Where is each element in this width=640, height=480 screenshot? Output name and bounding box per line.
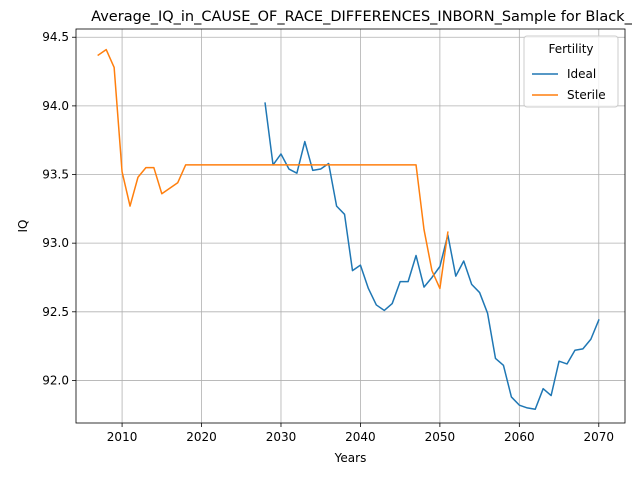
grid [76, 29, 625, 423]
axis-ticks: 2010 2020 2030 2040 2050 2060 2070 92.0 92.5 93.0… [42, 30, 614, 444]
x-tick-label: 2050 [425, 430, 456, 444]
y-axis-label: IQ [16, 220, 30, 233]
x-tick-label: 2060 [504, 430, 535, 444]
x-tick-label: 2070 [584, 430, 615, 444]
x-tick-label: 2010 [107, 430, 138, 444]
plot-area-frame [75, 28, 626, 424]
x-tick-label: 2030 [266, 430, 297, 444]
y-tick-label: 94.5 [42, 30, 69, 44]
y-tick-label: 93.5 [42, 168, 69, 182]
legend-label-sterile: Sterile [567, 88, 606, 102]
legend: Fertility Ideal Sterile [523, 35, 619, 108]
y-tick-label: 93.0 [42, 236, 69, 250]
series-line-ideal [264, 102, 600, 411]
x-tick-label: 2020 [186, 430, 217, 444]
x-axis-label: Years [334, 451, 367, 465]
legend-box [523, 35, 619, 108]
series-line-sterile [97, 48, 449, 290]
y-tick-label: 92.5 [42, 305, 69, 319]
y-tick-label: 94.0 [42, 99, 69, 113]
series-lines [97, 48, 600, 411]
legend-title: Fertility [548, 42, 593, 56]
x-tick-label: 2040 [345, 430, 376, 444]
y-tick-label: 92.0 [42, 373, 69, 387]
legend-label-ideal: Ideal [567, 67, 596, 81]
chart-title: Average_IQ_in_CAUSE_OF_RACE_DIFFERENCES_… [91, 9, 632, 25]
